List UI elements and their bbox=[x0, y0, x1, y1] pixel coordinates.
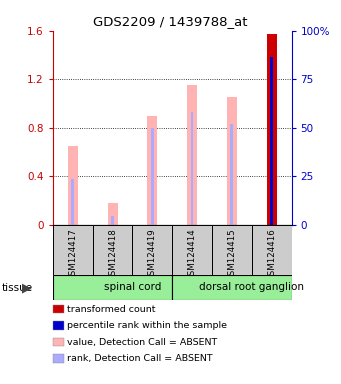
Bar bbox=[267, 34, 277, 225]
Text: transformed count: transformed count bbox=[67, 305, 156, 314]
Text: ▶: ▶ bbox=[22, 281, 31, 295]
Text: rank, Detection Call = ABSENT: rank, Detection Call = ABSENT bbox=[67, 354, 213, 363]
Text: GSM124416: GSM124416 bbox=[267, 228, 276, 281]
Text: tissue: tissue bbox=[2, 283, 33, 293]
Bar bbox=[252, 225, 292, 275]
Bar bbox=[212, 225, 252, 275]
Text: dorsal root ganglion: dorsal root ganglion bbox=[199, 282, 304, 293]
Bar bbox=[93, 225, 132, 275]
Bar bbox=[231, 124, 233, 225]
Bar bbox=[111, 216, 114, 225]
Text: GSM124415: GSM124415 bbox=[227, 228, 236, 281]
Text: GSM124419: GSM124419 bbox=[148, 228, 157, 281]
Bar bbox=[107, 203, 118, 225]
Bar bbox=[187, 85, 197, 225]
Bar bbox=[270, 57, 273, 225]
Bar bbox=[172, 225, 212, 275]
Bar bbox=[53, 275, 172, 300]
Bar bbox=[267, 34, 277, 225]
Bar bbox=[132, 225, 172, 275]
Bar bbox=[147, 116, 157, 225]
Text: GSM124417: GSM124417 bbox=[68, 228, 77, 281]
Text: percentile rank within the sample: percentile rank within the sample bbox=[67, 321, 227, 330]
Text: GSM124418: GSM124418 bbox=[108, 228, 117, 281]
Bar bbox=[68, 146, 78, 225]
Text: GSM124414: GSM124414 bbox=[188, 228, 197, 281]
Bar bbox=[191, 112, 193, 225]
Text: GDS2209 / 1439788_at: GDS2209 / 1439788_at bbox=[93, 15, 248, 28]
Bar bbox=[151, 128, 154, 225]
Bar bbox=[71, 179, 74, 225]
Bar bbox=[172, 275, 292, 300]
Bar bbox=[227, 98, 237, 225]
Text: value, Detection Call = ABSENT: value, Detection Call = ABSENT bbox=[67, 338, 218, 347]
Text: spinal cord: spinal cord bbox=[104, 282, 161, 293]
Bar bbox=[53, 225, 93, 275]
